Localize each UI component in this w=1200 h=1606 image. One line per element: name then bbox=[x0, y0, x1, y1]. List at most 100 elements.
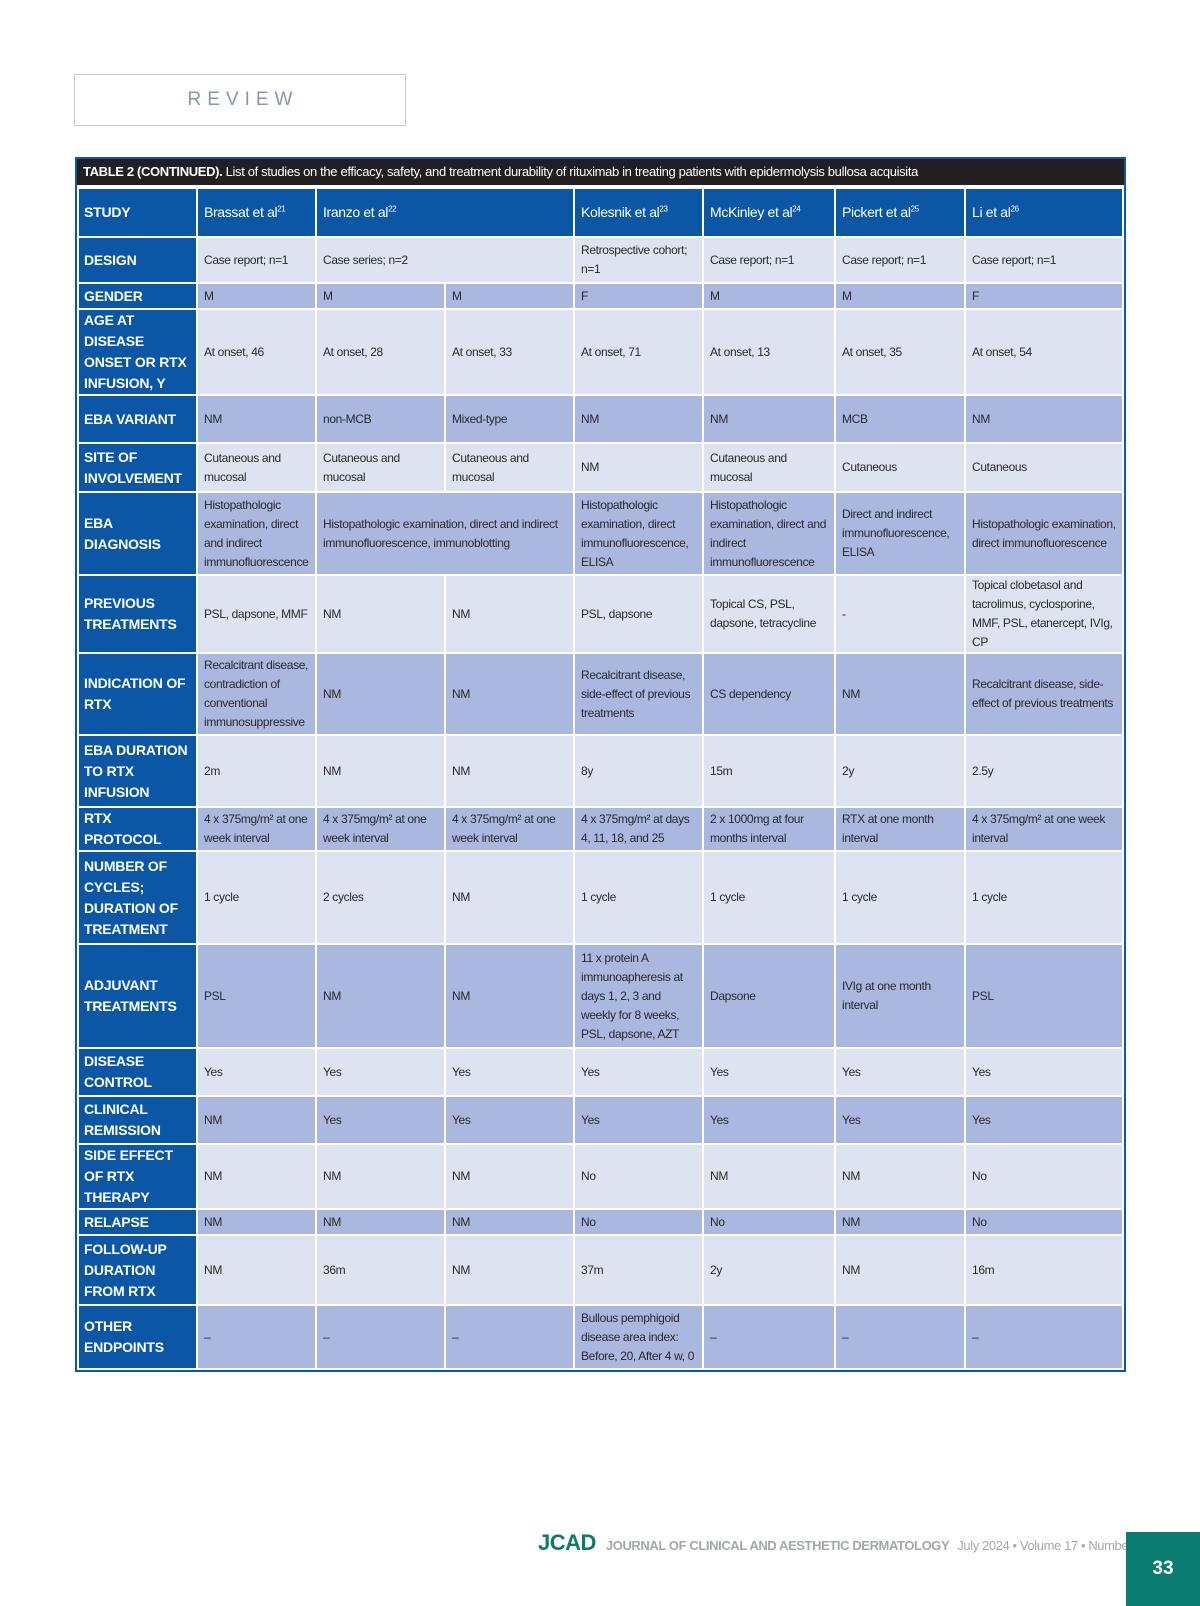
table-cell: Yes bbox=[702, 1095, 837, 1145]
table-cell: 2 cycles bbox=[315, 850, 446, 945]
row-label: INDICATION OF RTX bbox=[77, 652, 198, 736]
table-cell: 1 cycle bbox=[964, 850, 1124, 945]
table-cell: At onset, 33 bbox=[443, 308, 576, 396]
row-label: ADJUVANT TREATMENTS bbox=[77, 943, 198, 1049]
table-cell: 4 x 375mg/m² at one week interval bbox=[196, 806, 317, 852]
table-cell: Recalcitrant disease, contradiction of c… bbox=[196, 652, 317, 736]
studies-table: TABLE 2 (CONTINUED). List of studies on … bbox=[75, 157, 1126, 1372]
table-cell: Yes bbox=[702, 1047, 837, 1097]
footer: JCAD JOURNAL OF CLINICAL AND AESTHETIC D… bbox=[538, 1530, 1143, 1556]
table-cell: NM bbox=[196, 1143, 317, 1210]
table-cell: 1 cycle bbox=[702, 850, 837, 945]
table-row: RELAPSE NM NM NM No No NM No bbox=[77, 1208, 1124, 1236]
table-cell: NM bbox=[315, 1208, 446, 1236]
table-cell: 4 x 375mg/m² at one week interval bbox=[315, 806, 446, 852]
table-cell: NM bbox=[315, 943, 446, 1049]
row-label: RTX PROTOCOL bbox=[77, 806, 198, 852]
table-cell: NM bbox=[315, 574, 446, 654]
caption-title: TABLE 2 (CONTINUED). bbox=[83, 164, 223, 179]
table-caption: TABLE 2 (CONTINUED). List of studies on … bbox=[77, 159, 1124, 187]
table-cell: Cutaneous and mucosal bbox=[443, 442, 576, 493]
table-cell: Yes bbox=[834, 1095, 967, 1145]
table-cell: – bbox=[443, 1304, 576, 1370]
table-cell: – bbox=[834, 1304, 967, 1370]
row-label: EBA DURATION TO RTX INFUSION bbox=[77, 734, 198, 808]
study-ref: 21 bbox=[277, 204, 286, 214]
table-cell: NM bbox=[443, 574, 576, 654]
row-label: PREVIOUS TREATMENTS bbox=[77, 574, 198, 654]
table-cell: 11 x protein A immunoapheresis at days 1… bbox=[573, 943, 705, 1049]
row-label: OTHER ENDPOINTS bbox=[77, 1304, 198, 1370]
table-row: DISEASE CONTROL Yes Yes Yes Yes Yes Yes Yes bbox=[77, 1047, 1124, 1097]
study-ref: 26 bbox=[1010, 204, 1019, 214]
row-label: DESIGN bbox=[77, 236, 198, 284]
table-cell: NM bbox=[573, 442, 705, 493]
table-cell: – bbox=[964, 1304, 1124, 1370]
table-cell: NM bbox=[443, 734, 576, 808]
table-cell: 2.5y bbox=[964, 734, 1124, 808]
table-cell: PSL bbox=[196, 943, 317, 1049]
table-cell: Yes bbox=[573, 1047, 705, 1097]
table-cell: – bbox=[702, 1304, 837, 1370]
row-label: GENDER bbox=[77, 282, 198, 310]
table-cell: Yes bbox=[196, 1047, 317, 1097]
table-cell: Histopathologic examination, direct and … bbox=[702, 491, 837, 576]
table-cell: NM bbox=[702, 1143, 837, 1210]
table-cell: No bbox=[573, 1143, 705, 1210]
table-cell: Histopathologic examination, direct and … bbox=[314, 491, 576, 576]
row-label: EBA VARIANT bbox=[77, 394, 198, 444]
table-cell: M bbox=[315, 282, 446, 310]
table-cell: Yes bbox=[315, 1047, 446, 1097]
study-name: Li et al bbox=[972, 204, 1011, 220]
table-cell: Yes bbox=[443, 1047, 576, 1097]
table-row: PREVIOUS TREATMENTS PSL, dapsone, MMF NM NM… bbox=[77, 574, 1124, 654]
table-cell: NM bbox=[196, 1208, 317, 1236]
table-cell: Case series; n=2 bbox=[314, 236, 576, 284]
table-cell: No bbox=[964, 1208, 1124, 1236]
table-cell: PSL, dapsone bbox=[573, 574, 705, 654]
row-label: NUMBER OF CYCLES; DURATION OF TREATMENT bbox=[77, 850, 198, 945]
table-row: EBA VARIANT NM non-MCB Mixed-type NM NM MCB NM bbox=[77, 394, 1124, 444]
table-row: GENDER M M M F M M F bbox=[77, 282, 1124, 310]
table-row: FOLLOW-UP DURATION FROM RTX NM 36m NM 37m 2y N… bbox=[77, 1234, 1124, 1306]
table-cell: 1 cycle bbox=[573, 850, 705, 945]
table-row: SITE OF INVOLVEMENT Cutaneous and mucosal… bbox=[77, 442, 1124, 493]
table-cell: F bbox=[573, 282, 705, 310]
table-cell: NM bbox=[573, 394, 705, 444]
section-label: REVIEW bbox=[187, 89, 299, 110]
table-cell: Histopathologic examination, direct immu… bbox=[964, 491, 1124, 576]
row-label: RELAPSE bbox=[77, 1208, 198, 1236]
study-ref: 22 bbox=[388, 204, 397, 214]
table-cell: 1 cycle bbox=[834, 850, 967, 945]
table-cell: NM bbox=[443, 1208, 576, 1236]
table-cell: - bbox=[834, 574, 967, 654]
study-header: McKinley et al24 bbox=[702, 187, 837, 238]
table-cell: NM bbox=[315, 1143, 446, 1210]
table-cell: No bbox=[702, 1208, 837, 1236]
table-cell: NM bbox=[315, 734, 446, 808]
table-row: OTHER ENDPOINTS – – – Bullous pemphigoid dis… bbox=[77, 1304, 1124, 1370]
table-cell: Yes bbox=[315, 1095, 446, 1145]
study-header: Iranzo et al22 bbox=[314, 187, 576, 238]
study-header: Li et al26 bbox=[964, 187, 1124, 238]
table-row: EBA DURATION TO RTX INFUSION 2m NM NM 8y 15m 2… bbox=[77, 734, 1124, 808]
row-label: AGE AT DISEASE ONSET OR RTX INFUSION, Y bbox=[77, 308, 198, 396]
table-row: CLINICAL REMISSION NM Yes Yes Yes Yes Yes Yes bbox=[77, 1095, 1124, 1145]
table-cell: Recalcitrant disease, side-effect of pre… bbox=[573, 652, 705, 736]
table-cell: 1 cycle bbox=[196, 850, 317, 945]
table-cell: Cutaneous and mucosal bbox=[196, 442, 317, 493]
table-row: SIDE EFFECT OF RTX THERAPY NM NM NM No NM NM No bbox=[77, 1143, 1124, 1210]
table-cell: Topical clobetasol and tacrolimus, cyclo… bbox=[964, 574, 1124, 654]
table-cell: 4 x 375mg/m² at days 4, 11, 18, and 25 bbox=[573, 806, 705, 852]
row-label: FOLLOW-UP DURATION FROM RTX bbox=[77, 1234, 198, 1306]
table-cell: Bullous pemphigoid disease area index: B… bbox=[573, 1304, 705, 1370]
study-ref: 24 bbox=[792, 204, 801, 214]
table-cell: Cutaneous bbox=[834, 442, 967, 493]
table-cell: NM bbox=[196, 1234, 317, 1306]
table-cell: Histopathologic examination, direct immu… bbox=[573, 491, 705, 576]
table-cell: 4 x 375mg/m² at one week interval bbox=[964, 806, 1124, 852]
row-label: CLINICAL REMISSION bbox=[77, 1095, 198, 1145]
table-cell: 2m bbox=[196, 734, 317, 808]
table-cell: NM bbox=[443, 652, 576, 736]
table-header-row: STUDY Brassat et al21 Iranzo et al22 Kolesn… bbox=[77, 187, 1124, 238]
